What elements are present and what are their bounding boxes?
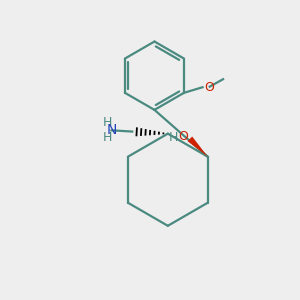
Text: O: O bbox=[178, 130, 188, 143]
Text: H: H bbox=[103, 116, 112, 129]
Text: O: O bbox=[204, 81, 214, 94]
Text: H: H bbox=[103, 131, 112, 144]
Polygon shape bbox=[188, 136, 208, 157]
Text: N: N bbox=[106, 123, 117, 137]
Text: H: H bbox=[169, 131, 178, 144]
